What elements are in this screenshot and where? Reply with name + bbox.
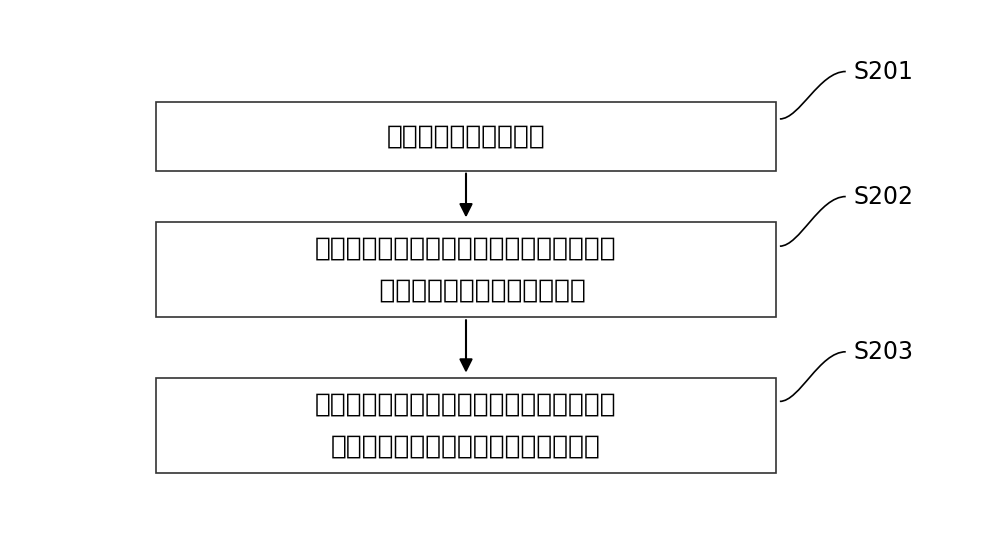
Text: 获取油膜运动控制函数: 获取油膜运动控制函数	[387, 123, 545, 149]
Text: S202: S202	[854, 185, 914, 208]
Text: 油膜亮度与油膜厚度关系函数导入油膜运动
控制函数，推导化简得到油膜运动函数: 油膜亮度与油膜厚度关系函数导入油膜运动 控制函数，推导化简得到油膜运动函数	[315, 391, 617, 459]
Text: S201: S201	[854, 59, 913, 83]
Bar	[156, 102, 776, 171]
Text: S203: S203	[854, 340, 914, 364]
Bar	[156, 377, 776, 473]
Text: 基于油膜亮度与油膜厚度的线性关系，获取
    油膜亮度与油膜厚度关系函数: 基于油膜亮度与油膜厚度的线性关系，获取 油膜亮度与油膜厚度关系函数	[315, 236, 617, 304]
Bar	[156, 222, 776, 318]
